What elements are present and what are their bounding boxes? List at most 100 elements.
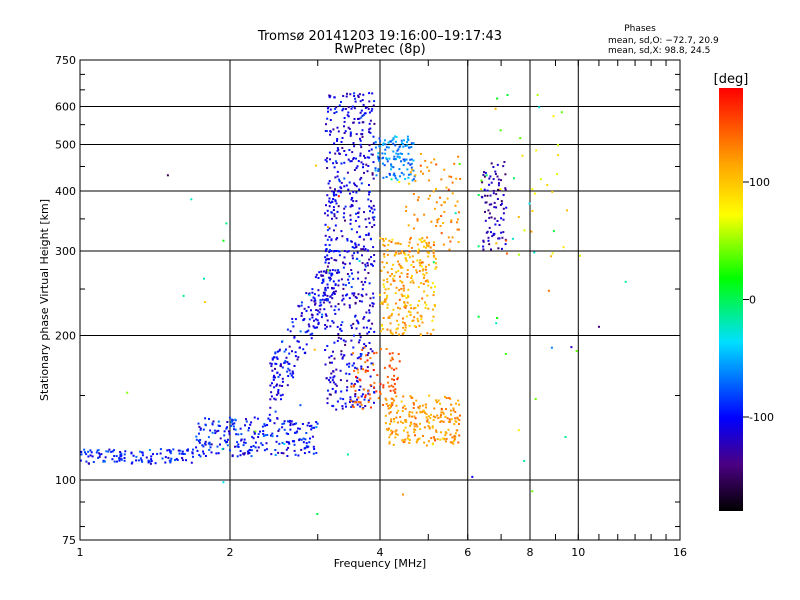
data-point xyxy=(298,427,301,430)
data-point xyxy=(422,172,424,175)
data-point xyxy=(407,173,410,176)
data-point xyxy=(247,429,250,432)
data-point xyxy=(388,157,391,160)
data-point xyxy=(337,333,340,335)
data-point xyxy=(353,92,356,95)
data-point xyxy=(382,317,385,319)
data-point xyxy=(346,114,349,117)
data-point xyxy=(336,175,339,178)
data-point xyxy=(497,247,500,250)
data-point xyxy=(357,211,360,214)
data-point xyxy=(141,460,144,463)
data-point xyxy=(359,154,362,157)
data-point xyxy=(430,437,433,440)
data-point xyxy=(161,457,164,460)
data-point xyxy=(80,453,83,456)
data-point xyxy=(306,330,309,333)
data-point xyxy=(381,238,384,240)
data-point xyxy=(79,459,82,462)
data-point xyxy=(533,192,536,195)
data-point xyxy=(359,137,361,140)
data-point xyxy=(283,443,286,445)
data-point xyxy=(477,245,480,248)
data-point xyxy=(324,289,327,292)
data-point xyxy=(350,286,353,288)
data-point xyxy=(341,407,344,410)
data-point xyxy=(329,393,332,396)
data-point xyxy=(364,345,367,347)
data-point xyxy=(451,441,454,444)
data-point xyxy=(408,411,411,413)
data-point xyxy=(436,414,439,417)
data-point xyxy=(367,264,369,267)
data-point xyxy=(367,401,370,403)
data-point xyxy=(356,357,359,360)
data-point xyxy=(433,407,436,410)
data-point xyxy=(393,172,396,175)
data-point xyxy=(397,260,400,263)
data-point xyxy=(495,322,498,325)
data-point xyxy=(346,363,349,366)
data-point xyxy=(407,244,410,247)
data-point xyxy=(181,450,184,453)
data-point xyxy=(369,304,371,307)
data-point xyxy=(340,141,343,143)
data-point xyxy=(367,234,370,236)
data-point xyxy=(315,426,318,429)
data-point xyxy=(353,292,356,295)
data-point xyxy=(363,268,366,271)
data-point xyxy=(385,157,388,160)
data-point xyxy=(382,162,384,165)
data-point xyxy=(390,420,393,423)
data-point xyxy=(417,286,420,289)
data-point xyxy=(363,171,365,174)
data-point xyxy=(316,309,319,312)
data-point xyxy=(234,445,236,448)
data-point xyxy=(442,222,445,224)
data-point xyxy=(367,198,370,201)
data-point xyxy=(372,177,375,180)
data-point xyxy=(403,139,405,142)
data-point xyxy=(528,202,531,205)
data-point xyxy=(389,389,392,392)
data-point xyxy=(324,349,327,351)
data-point xyxy=(368,221,371,224)
data-point xyxy=(304,331,307,334)
data-point xyxy=(422,435,424,437)
data-point xyxy=(340,350,343,353)
data-point xyxy=(254,430,257,433)
data-point xyxy=(379,140,382,143)
data-point xyxy=(337,130,340,133)
data-point xyxy=(350,160,353,163)
data-point xyxy=(384,301,387,303)
data-point xyxy=(427,263,430,266)
data-point xyxy=(357,216,360,219)
data-point xyxy=(203,442,206,445)
data-point xyxy=(386,294,389,297)
data-point xyxy=(326,238,329,241)
data-point xyxy=(352,352,355,355)
data-point xyxy=(328,94,331,97)
data-point xyxy=(379,391,381,394)
data-point xyxy=(395,429,398,432)
data-point xyxy=(276,417,279,420)
data-point xyxy=(405,258,408,261)
data-point xyxy=(349,401,351,403)
data-point xyxy=(389,331,392,334)
data-point xyxy=(457,399,460,402)
data-point xyxy=(397,252,400,255)
data-point xyxy=(168,449,171,451)
data-point xyxy=(404,326,407,329)
data-point xyxy=(97,449,100,452)
data-point xyxy=(547,289,550,292)
data-point xyxy=(410,162,413,165)
data-point xyxy=(402,164,405,167)
data-point xyxy=(395,404,398,407)
data-point xyxy=(434,262,437,265)
data-point xyxy=(415,399,418,402)
data-point xyxy=(346,386,349,389)
data-point xyxy=(391,358,394,361)
data-point xyxy=(400,160,402,163)
data-point xyxy=(390,163,392,166)
data-point xyxy=(333,194,336,197)
